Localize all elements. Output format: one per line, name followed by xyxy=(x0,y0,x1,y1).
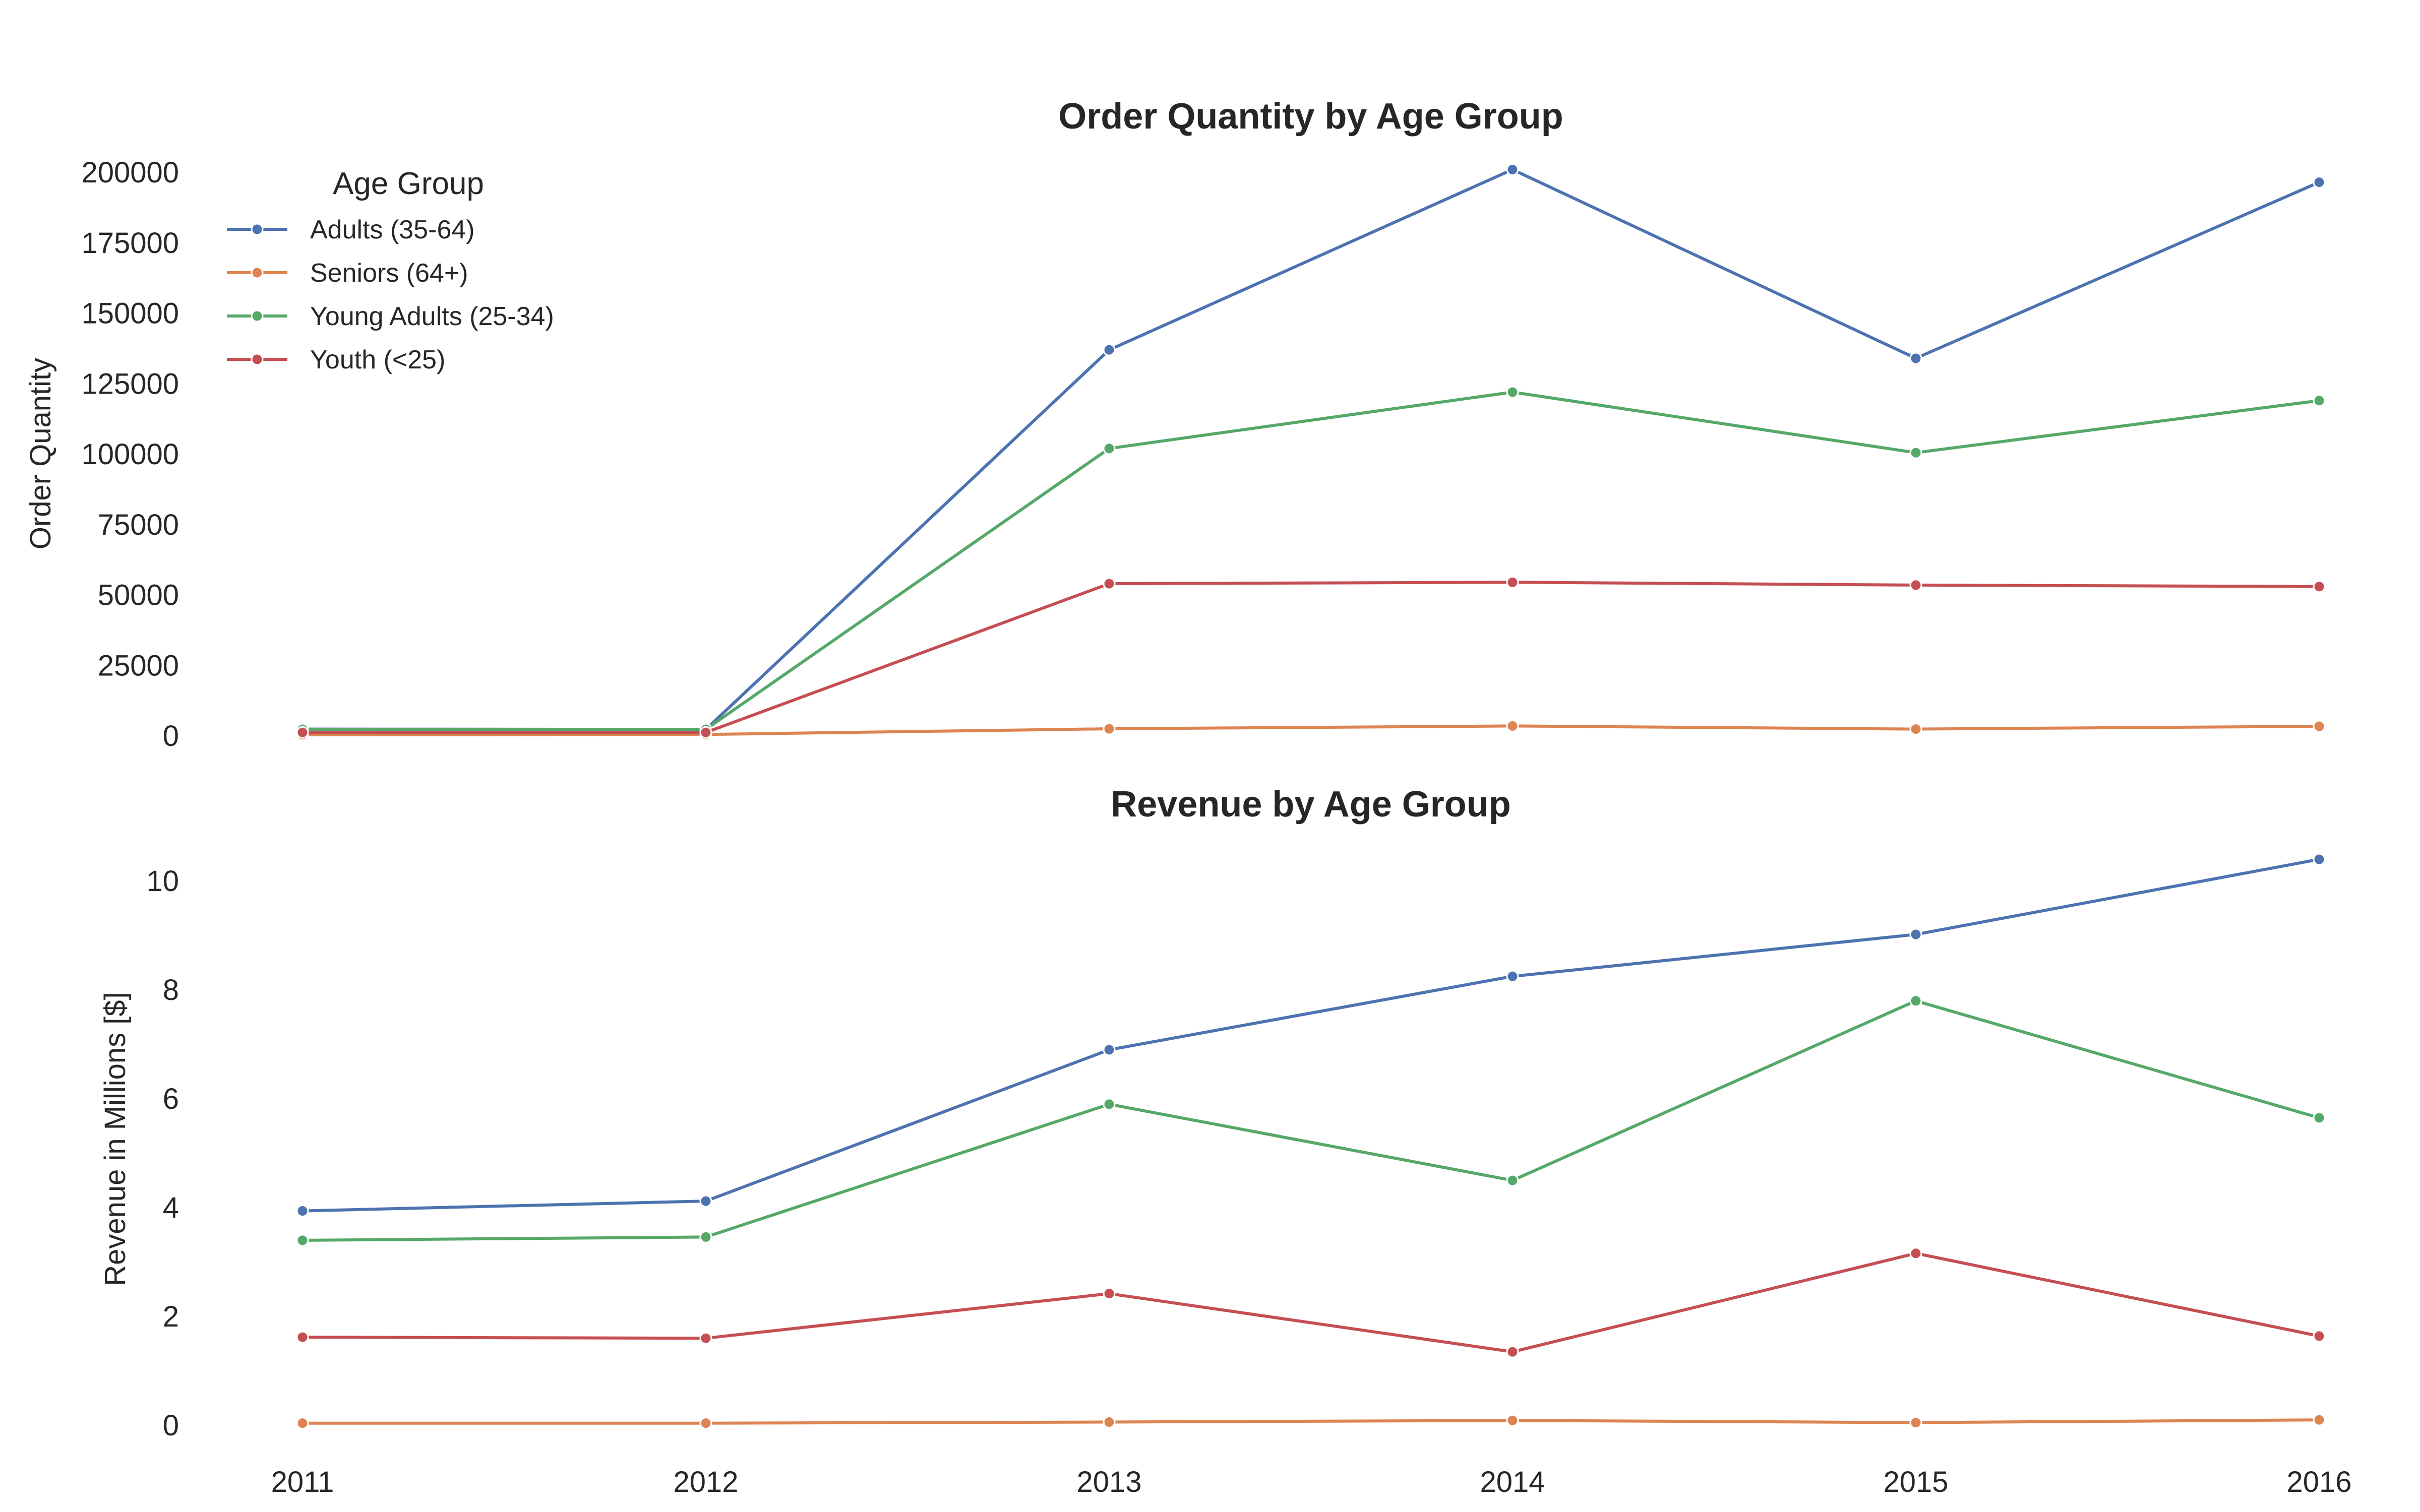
revenue-point-youth-25 xyxy=(1103,1287,1116,1300)
order-quantity-y-tick-label: 0 xyxy=(163,720,179,752)
order-quantity-point-youth-25 xyxy=(699,726,712,739)
revenue-point-youth-25 xyxy=(1506,1345,1519,1358)
order-quantity-line-seniors-64 xyxy=(302,724,2320,736)
revenue-point-seniors-64 xyxy=(1103,1416,1116,1429)
order-quantity-point-adults-35-64 xyxy=(1103,343,1116,356)
revenue-point-seniors-64 xyxy=(699,1417,712,1430)
order-quantity-y-tick-label: 175000 xyxy=(81,227,179,260)
legend-label-adults-35-64: Adults (35-64) xyxy=(310,215,475,244)
order-quantity-y-tick-label: 25000 xyxy=(98,649,179,682)
x-tick-label: 2016 xyxy=(2286,1466,2351,1498)
order-quantity-y-tick-label: 50000 xyxy=(98,579,179,612)
order-quantity-point-young-adults-25-34 xyxy=(1103,442,1116,455)
revenue-y-tick-label: 8 xyxy=(163,974,179,1006)
revenue-point-seniors-64 xyxy=(1506,1414,1519,1427)
order-quantity-line-youth-25 xyxy=(302,581,2320,734)
revenue-point-adults-35-64 xyxy=(1103,1043,1116,1056)
revenue-line-adults-35-64 xyxy=(302,858,2320,1213)
revenue-series-seniors-64 xyxy=(296,1413,2326,1430)
revenue-point-adults-35-64 xyxy=(699,1194,712,1208)
legend-item-adults-35-64: Adults (35-64) xyxy=(227,215,475,244)
order-quantity-point-seniors-64 xyxy=(2313,720,2326,733)
revenue-series-young-adults-25-34 xyxy=(296,994,2326,1247)
legend-item-young-adults-25-34: Young Adults (25-34) xyxy=(227,302,554,331)
legend-title: Age Group xyxy=(333,166,484,201)
order-quantity-series-adults-35-64 xyxy=(296,163,2326,736)
order-quantity-line-adults-35-64 xyxy=(302,168,2320,731)
legend-label-youth-25: Youth (<25) xyxy=(310,345,445,374)
order-quantity-y-tick-label: 75000 xyxy=(98,509,179,541)
revenue-point-youth-25 xyxy=(1909,1247,1922,1260)
legend-label-seniors-64: Seniors (64+) xyxy=(310,259,468,288)
revenue-line-young-adults-25-34 xyxy=(302,999,2320,1242)
order-quantity-point-youth-25 xyxy=(1506,576,1519,589)
order-quantity-y-tick-label: 150000 xyxy=(81,297,179,330)
revenue-point-seniors-64 xyxy=(2313,1413,2326,1426)
revenue-panel: Revenue by Age Group Revenue in Millions… xyxy=(99,784,2352,1498)
order-quantity-point-seniors-64 xyxy=(1506,719,1519,732)
order-quantity-point-adults-35-64 xyxy=(2313,176,2326,189)
revenue-point-youth-25 xyxy=(2313,1330,2326,1343)
revenue-y-axis-label: Revenue in Millions [$] xyxy=(99,992,132,1286)
revenue-title: Revenue by Age Group xyxy=(1111,784,1510,825)
order-quantity-point-youth-25 xyxy=(2313,580,2326,593)
revenue-series-adults-35-64 xyxy=(296,853,2326,1218)
x-tick-label: 2013 xyxy=(1076,1466,1141,1498)
x-tick-label: 2014 xyxy=(1480,1466,1545,1498)
revenue-point-youth-25 xyxy=(296,1331,309,1344)
order-quantity-y-tick-label: 100000 xyxy=(81,438,179,471)
order-quantity-series-young-adults-25-34 xyxy=(296,386,2326,736)
revenue-point-adults-35-64 xyxy=(296,1205,309,1218)
revenue-point-seniors-64 xyxy=(1909,1416,1922,1429)
order-quantity-point-adults-35-64 xyxy=(1909,352,1922,365)
legend-marker-young-adults-25-34 xyxy=(251,309,264,323)
legend-marker-youth-25 xyxy=(251,353,264,366)
order-quantity-title: Order Quantity by Age Group xyxy=(1058,96,1563,137)
revenue-point-young-adults-25-34 xyxy=(699,1230,712,1243)
revenue-point-adults-35-64 xyxy=(1909,928,1922,941)
x-tick-label: 2012 xyxy=(673,1466,738,1498)
revenue-y-tick-label: 6 xyxy=(163,1083,179,1115)
x-tick-label: 2015 xyxy=(1883,1466,1948,1498)
x-tick-label: 2011 xyxy=(271,1466,334,1498)
order-quantity-point-youth-25 xyxy=(1909,579,1922,592)
revenue-point-young-adults-25-34 xyxy=(296,1234,309,1247)
revenue-point-young-adults-25-34 xyxy=(1909,994,1922,1007)
legend-label-young-adults-25-34: Young Adults (25-34) xyxy=(310,302,554,331)
revenue-point-young-adults-25-34 xyxy=(2313,1111,2326,1124)
order-quantity-point-seniors-64 xyxy=(1103,722,1116,735)
legend-marker-seniors-64 xyxy=(251,266,264,279)
order-quantity-y-axis-label: Order Quantity xyxy=(24,358,57,549)
legend: Age Group Adults (35-64) Seniors (64+) Youn… xyxy=(227,166,554,374)
revenue-point-seniors-64 xyxy=(296,1417,309,1430)
revenue-y-tick-label: 2 xyxy=(163,1300,179,1333)
revenue-y-tick-label: 10 xyxy=(146,865,179,898)
order-quantity-point-young-adults-25-34 xyxy=(2313,394,2326,407)
revenue-point-adults-35-64 xyxy=(2313,853,2326,866)
order-quantity-point-youth-25 xyxy=(296,726,309,739)
revenue-line-youth-25 xyxy=(302,1251,2320,1354)
order-quantity-line-young-adults-25-34 xyxy=(302,391,2320,731)
order-quantity-y-tick-label: 125000 xyxy=(81,367,179,400)
order-quantity-point-young-adults-25-34 xyxy=(1909,446,1922,459)
revenue-y-tick-label: 0 xyxy=(163,1409,179,1442)
revenue-point-young-adults-25-34 xyxy=(1103,1098,1116,1111)
legend-item-seniors-64: Seniors (64+) xyxy=(227,259,468,288)
revenue-point-youth-25 xyxy=(699,1332,712,1345)
legend-item-youth-25: Youth (<25) xyxy=(227,345,445,374)
revenue-point-adults-35-64 xyxy=(1506,970,1519,983)
legend-marker-adults-35-64 xyxy=(251,223,264,236)
order-quantity-series-youth-25 xyxy=(296,576,2326,739)
order-quantity-point-seniors-64 xyxy=(1909,723,1922,736)
order-quantity-point-adults-35-64 xyxy=(1506,163,1519,176)
order-quantity-panel: Order Quantity by Age Group Order Quanti… xyxy=(24,96,2326,752)
revenue-line-seniors-64 xyxy=(302,1418,2320,1425)
revenue-series-youth-25 xyxy=(296,1247,2326,1358)
order-quantity-point-youth-25 xyxy=(1103,577,1116,590)
order-quantity-y-tick-label: 200000 xyxy=(81,156,179,189)
order-quantity-point-young-adults-25-34 xyxy=(1506,386,1519,399)
revenue-y-tick-label: 4 xyxy=(163,1191,179,1224)
revenue-point-young-adults-25-34 xyxy=(1506,1174,1519,1187)
